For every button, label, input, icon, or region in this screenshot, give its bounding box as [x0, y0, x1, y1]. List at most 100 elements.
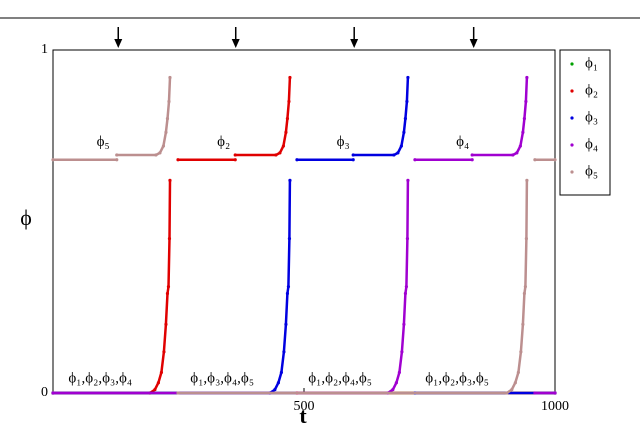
data-point: [524, 99, 528, 104]
y-tick-label: 1: [41, 42, 48, 57]
legend-label: ϕ₂: [585, 82, 598, 98]
data-point: [162, 350, 166, 354]
legend-marker: [570, 116, 574, 120]
data-point: [351, 153, 355, 157]
data-point: [400, 350, 404, 354]
annotation: ϕ₂: [217, 134, 230, 150]
data-point: [392, 153, 396, 157]
data-point: [553, 158, 557, 162]
annotation: ϕ₄: [456, 134, 469, 150]
data-point: [403, 291, 408, 296]
data-point: [405, 237, 410, 241]
data-point: [394, 381, 398, 385]
data-point: [51, 158, 55, 162]
data-point: [413, 158, 417, 162]
data-point: [351, 158, 355, 162]
data-point: [278, 151, 282, 155]
legend-marker: [570, 89, 574, 93]
data-point: [404, 285, 409, 289]
data-point: [176, 391, 180, 395]
data-point: [285, 117, 290, 121]
data-point: [511, 153, 515, 157]
data-point: [288, 178, 292, 182]
data-point: [525, 75, 529, 80]
data-point: [391, 387, 395, 392]
data-point: [164, 322, 168, 326]
series-line: [53, 77, 555, 395]
data-point: [513, 381, 517, 385]
annotation: ϕ₁,ϕ₃,ϕ₄,ϕ₅: [190, 371, 254, 387]
data-point: [396, 151, 400, 155]
data-point: [470, 153, 474, 157]
arrow-head: [231, 39, 240, 48]
data-point: [115, 158, 119, 162]
annotation: ϕ₁,ϕ₂,ϕ₃,ϕ₄: [68, 371, 132, 387]
data-point: [510, 387, 514, 392]
data-point: [518, 144, 522, 148]
data-point: [284, 130, 288, 134]
legend-marker: [570, 170, 574, 174]
arrow-head: [114, 39, 123, 48]
data-point: [167, 237, 172, 241]
data-point: [282, 350, 286, 354]
annotation: ϕ₁,ϕ₂,ϕ₃,ϕ₅: [425, 371, 489, 387]
x-tick-label: 1000: [541, 399, 569, 414]
legend-label: ϕ₃: [585, 109, 598, 125]
data-point: [156, 381, 161, 385]
data-point: [233, 153, 237, 157]
data-point: [515, 151, 519, 155]
data-point: [51, 391, 55, 395]
legend-label: ϕ₅: [585, 163, 598, 179]
data-point: [403, 117, 408, 121]
data-point: [533, 391, 537, 395]
data-point: [154, 153, 158, 157]
plot-frame: [52, 49, 556, 394]
data-point: [406, 75, 410, 80]
data-point: [402, 130, 406, 134]
data-point: [159, 370, 164, 375]
data-point: [521, 130, 525, 134]
data-point: [295, 158, 299, 162]
legend-marker: [570, 62, 574, 66]
data-point: [406, 178, 410, 182]
data-point: [287, 99, 291, 104]
data-point: [164, 130, 168, 134]
data-point: [286, 285, 291, 289]
data-point: [153, 387, 157, 392]
data-point: [525, 178, 529, 182]
arrow-head: [350, 39, 359, 48]
annotation: ϕ₅: [97, 134, 110, 150]
data-point: [288, 75, 292, 80]
x-tick-label: 500: [294, 399, 315, 414]
data-point: [165, 117, 170, 121]
legend-label: ϕ₁: [585, 55, 598, 71]
data-point: [523, 285, 527, 289]
data-point: [287, 237, 292, 241]
data-point: [285, 291, 290, 296]
data-point: [166, 285, 171, 289]
data-point: [165, 291, 170, 296]
annotation: ϕ₁,ϕ₂,ϕ₄,ϕ₅: [308, 371, 372, 387]
data-point: [505, 391, 509, 395]
data-point: [161, 144, 166, 148]
legend-marker: [570, 143, 574, 147]
data-point: [167, 99, 171, 104]
series-line: [53, 77, 555, 395]
data-point: [524, 237, 528, 241]
legend-label: ϕ₄: [585, 136, 598, 152]
arrow-head: [469, 39, 478, 48]
data-point: [233, 158, 237, 162]
data-point: [553, 391, 557, 395]
data-point: [279, 370, 284, 375]
data-point: [115, 153, 119, 157]
data-point: [521, 322, 525, 326]
data-point: [402, 322, 406, 326]
legend-box: [559, 49, 611, 196]
annotation: ϕ₃: [337, 134, 350, 150]
data-point: [168, 75, 172, 80]
data-point: [405, 99, 409, 104]
series-line: [53, 77, 555, 395]
data-point: [284, 322, 288, 326]
data-point: [397, 370, 401, 375]
